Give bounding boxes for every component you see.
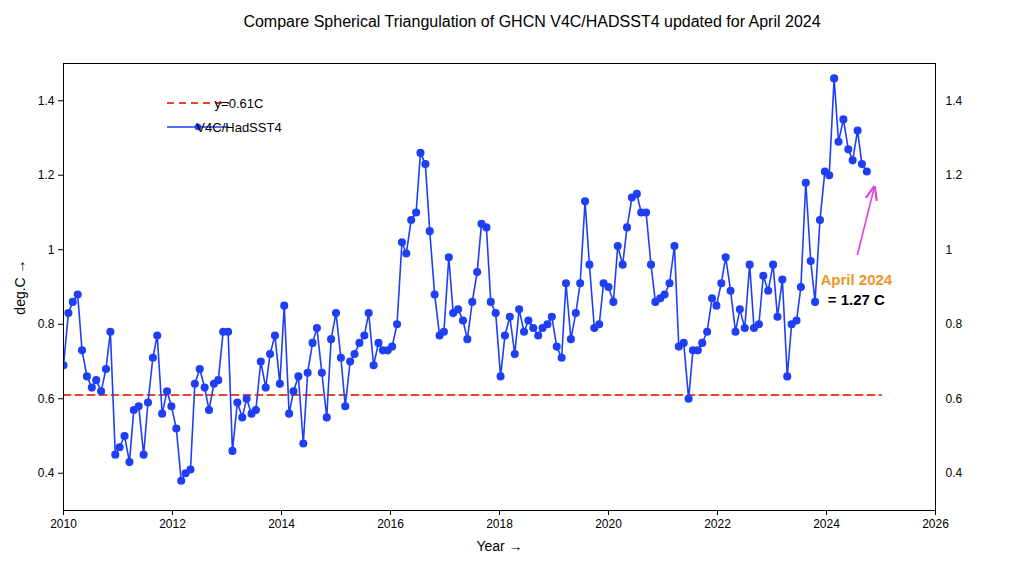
svg-text:2014: 2014 — [268, 517, 295, 531]
svg-text:y=0.61C: y=0.61C — [215, 96, 264, 111]
svg-text:2024: 2024 — [813, 517, 840, 531]
svg-text:0.6: 0.6 — [946, 392, 963, 406]
svg-text:2012: 2012 — [159, 517, 186, 531]
svg-text:1: 1 — [946, 243, 953, 257]
svg-text:0.4: 0.4 — [946, 466, 963, 480]
svg-text:1: 1 — [48, 243, 55, 257]
svg-text:1.2: 1.2 — [38, 168, 55, 182]
svg-text:1.4: 1.4 — [946, 94, 963, 108]
svg-text:1.4: 1.4 — [38, 94, 55, 108]
svg-text:0.8: 0.8 — [946, 317, 963, 331]
svg-text:2022: 2022 — [704, 517, 731, 531]
svg-text:2010: 2010 — [50, 517, 77, 531]
svg-text:deg.C →: deg.C → — [12, 259, 28, 314]
svg-text:2018: 2018 — [486, 517, 513, 531]
svg-text:2016: 2016 — [377, 517, 404, 531]
svg-text:1.2: 1.2 — [946, 168, 963, 182]
svg-text:April 2024: April 2024 — [820, 271, 892, 288]
svg-text:= 1.27 C: = 1.27 C — [828, 291, 885, 308]
svg-text:0.8: 0.8 — [38, 317, 55, 331]
svg-text:2020: 2020 — [595, 517, 622, 531]
svg-text:V4C/HadSST4: V4C/HadSST4 — [196, 120, 281, 135]
svg-text:2026: 2026 — [922, 517, 949, 531]
svg-text:0.4: 0.4 — [38, 466, 55, 480]
svg-text:0.6: 0.6 — [38, 392, 55, 406]
html-text:Compare Spherical Triangulatio: Compare Spherical Triangulation of GHCN … — [243, 13, 821, 30]
svg-text:Year →: Year → — [476, 538, 522, 554]
